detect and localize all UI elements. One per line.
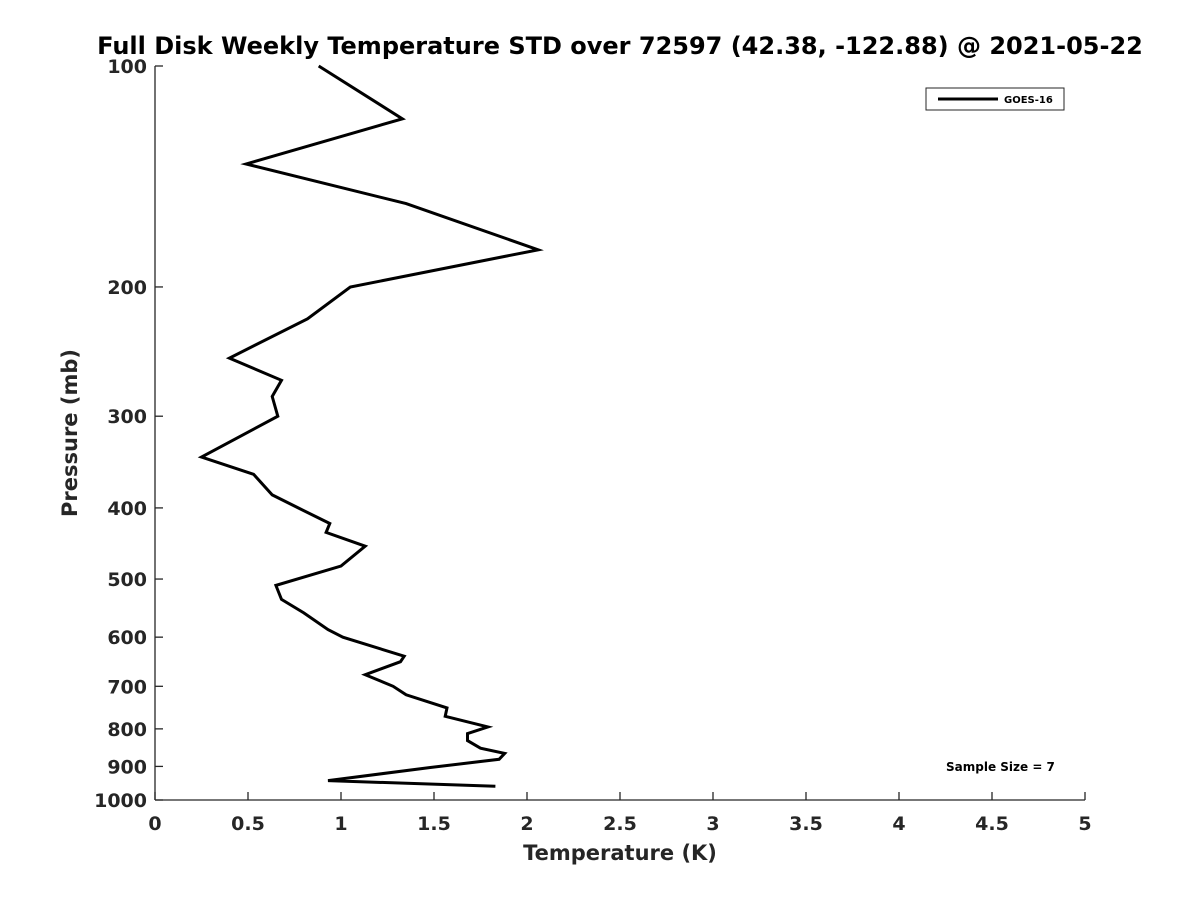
y-tick-label: 500 bbox=[107, 569, 147, 591]
y-tick-label: 700 bbox=[107, 676, 147, 698]
y-tick-label: 800 bbox=[107, 719, 147, 741]
x-tick-label: 2.5 bbox=[603, 813, 637, 835]
x-ticks: 0 0.5 1 1.5 2 2.5 3 3.5 4 4.5 5 bbox=[148, 792, 1092, 835]
x-tick-label: 0 bbox=[148, 813, 161, 835]
sample-size-annotation: Sample Size = 7 bbox=[946, 760, 1055, 774]
y-tick-label: 300 bbox=[107, 406, 147, 428]
x-tick-label: 2 bbox=[520, 813, 533, 835]
x-tick-label: 4.5 bbox=[975, 813, 1009, 835]
y-tick-label: 100 bbox=[107, 56, 147, 78]
legend-label-goes16: GOES-16 bbox=[1004, 95, 1053, 106]
y-tick-label: 600 bbox=[107, 627, 147, 649]
series-layer bbox=[197, 64, 544, 788]
y-tick-label: 400 bbox=[107, 498, 147, 520]
x-tick-label: 1 bbox=[334, 813, 347, 835]
y-ticks: 100 200 300 400 500 600 700 800 900 1000 bbox=[94, 56, 163, 812]
x-axis-label: Temperature (K) bbox=[523, 841, 717, 865]
x-tick-label: 0.5 bbox=[231, 813, 265, 835]
x-tick-label: 3 bbox=[706, 813, 719, 835]
x-tick-label: 1.5 bbox=[417, 813, 451, 835]
series-line-goes16 bbox=[197, 64, 544, 788]
x-tick-label: 3.5 bbox=[789, 813, 823, 835]
y-tick-label: 1000 bbox=[94, 790, 147, 812]
x-tick-label: 4 bbox=[892, 813, 905, 835]
y-tick-label: 200 bbox=[107, 277, 147, 299]
chart-title: Full Disk Weekly Temperature STD over 72… bbox=[97, 32, 1143, 60]
y-tick-label: 900 bbox=[107, 756, 147, 778]
x-tick-label: 5 bbox=[1078, 813, 1091, 835]
legend: GOES-16 bbox=[925, 87, 1065, 111]
y-axis-label: Pressure (mb) bbox=[58, 349, 82, 517]
